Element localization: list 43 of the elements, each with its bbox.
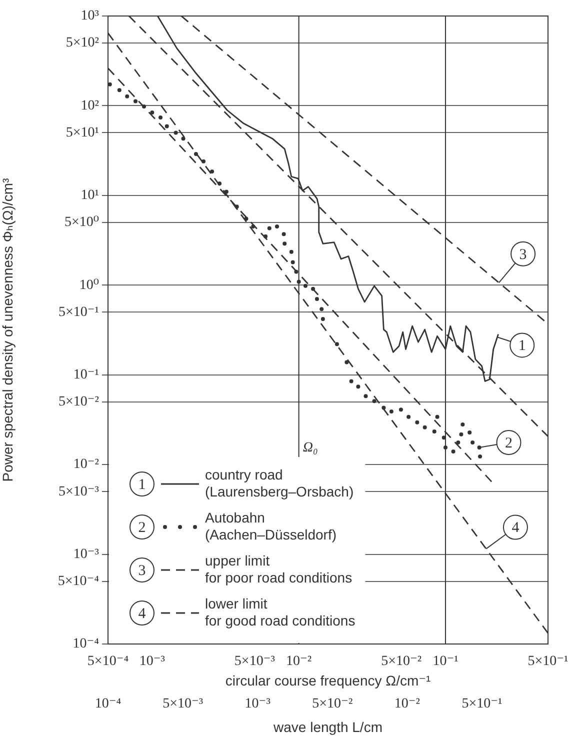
text: 10⁻³ xyxy=(244,696,270,712)
annotation: 4 xyxy=(512,520,520,536)
y-tick-label: 5×10¹ xyxy=(66,125,99,140)
y-tick-label: 10⁻⁴ xyxy=(72,636,100,652)
x-tick-label: 10⁻² xyxy=(286,654,312,670)
y-tick-label: 5×10⁰ xyxy=(64,215,100,230)
y-tick-label: 5×10⁻² xyxy=(58,394,99,410)
annotation: 2 xyxy=(505,435,512,452)
x-tick-label: 5×10⁻¹ xyxy=(528,654,568,670)
y-tick-label: 10² xyxy=(80,98,99,114)
annotation: 3 xyxy=(519,246,527,263)
annotation: 1 xyxy=(518,338,526,354)
text: 4 xyxy=(138,606,146,622)
legend-label: lower limit for good road conditions xyxy=(205,595,356,628)
text: 10⁻² xyxy=(394,696,420,712)
y-tick-label: 5×10⁻¹ xyxy=(58,304,99,320)
legend-label: Autobahn (Aachen–Düsseldorf) xyxy=(205,509,337,542)
x-tick-label: 5×10⁻² xyxy=(381,654,422,670)
legend-label: country road (Laurensberg–Orsbach) xyxy=(205,466,354,500)
y-tick-label: 10¹ xyxy=(80,188,99,204)
text: 3 xyxy=(138,562,146,579)
y-tick-label: 10³ xyxy=(80,8,99,24)
text: 1 xyxy=(138,476,146,493)
x-tick-label: 10⁻¹ xyxy=(432,654,458,670)
text: 5×10⁻¹ xyxy=(462,696,502,712)
x-axis-title: circular course frequency Ω/cm⁻¹ xyxy=(225,672,432,688)
y-tick-label: 5×10⁻⁴ xyxy=(58,574,100,589)
y-tick-label: 10⁻² xyxy=(73,457,99,472)
y-tick-label: 5×10⁻³ xyxy=(58,484,99,500)
y-axis-title: Power spectral density of unevenness Φₕ(Ω)/cm³ xyxy=(0,178,16,482)
x-tick-label: 5×10⁻³ xyxy=(234,654,275,670)
y-tick-label: 10⁻³ xyxy=(73,546,99,562)
y-tick-label: 10⁰ xyxy=(79,278,100,293)
text: 10⁻⁴ xyxy=(94,696,122,712)
x2-axis-title: wave length L/cm xyxy=(272,718,382,735)
y-tick-label: 10⁻¹ xyxy=(73,368,99,383)
legend-label: upper limit for poor road conditions xyxy=(205,552,352,586)
text: 2 xyxy=(138,520,146,536)
text: 5×10⁻² xyxy=(312,696,353,712)
y-tick-label: 5×10² xyxy=(66,36,99,51)
text: 5×10⁻³ xyxy=(162,696,204,712)
x-tick-label: 10⁻³ xyxy=(139,654,165,670)
ref-line-label: Ω₀ xyxy=(302,440,318,456)
